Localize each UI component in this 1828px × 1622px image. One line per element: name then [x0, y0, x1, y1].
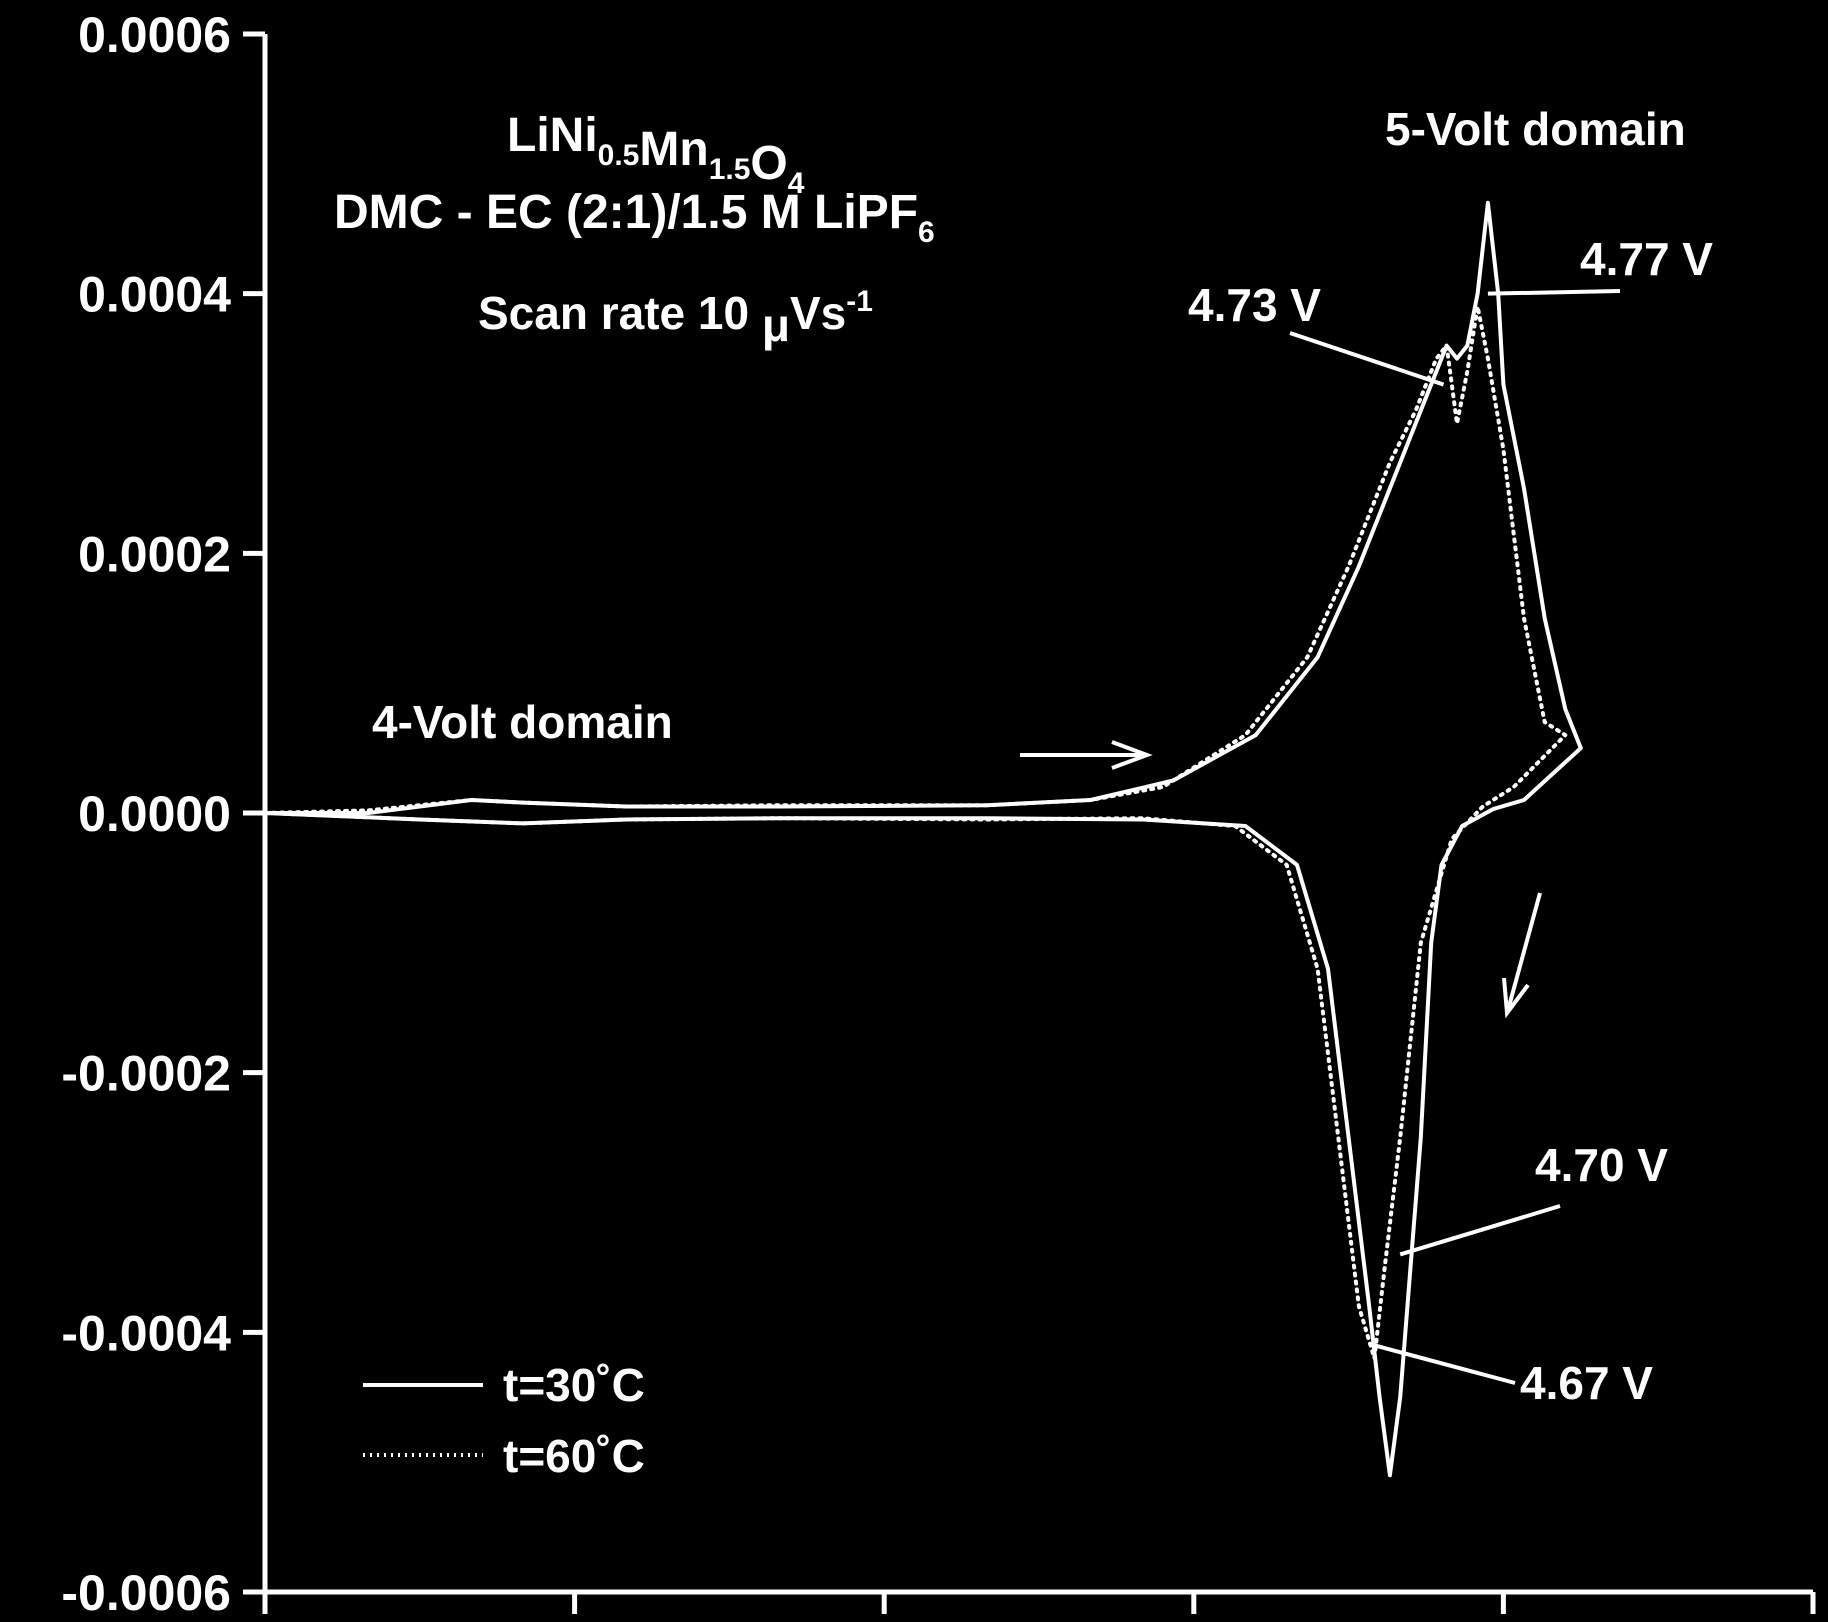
y-tick-label: 0.0000	[78, 786, 231, 842]
peak-label-4-77: 4.77 V	[1580, 233, 1713, 285]
peak-label-4-67: 4.67 V	[1520, 1357, 1653, 1409]
four-volt-domain-label: 4-Volt domain	[372, 696, 673, 748]
reverse-scan-arrow	[1502, 892, 1542, 1019]
legend: t=30˚C t=60˚C	[363, 1359, 645, 1482]
chart-title-line-1: LiNi0.5Mn1.5O4	[507, 109, 805, 200]
leader-477	[1487, 289, 1621, 296]
legend-label-30c: t=30˚C	[503, 1359, 645, 1411]
chart-title-line-2: DMC - EC (2:1)/1.5 M LiPF6	[334, 186, 935, 249]
y-tick-label: 0.0002	[78, 526, 231, 582]
y-tick-label: 0.0006	[78, 7, 231, 63]
scan-rate-label: Scan rate 10 μVs-1	[478, 285, 873, 351]
legend-label-60c: t=60˚C	[503, 1430, 645, 1482]
forward-scan-arrow	[1020, 740, 1153, 770]
y-axis-ticks: -0.0006 -0.0004 -0.0002 0.0000 0.0002 0.0004 0…	[61, 7, 265, 1621]
five-volt-domain-label: 5-Volt domain	[1385, 103, 1686, 155]
series-line-60c	[263, 304, 1568, 1361]
annotation-leaders	[1289, 289, 1621, 1385]
leader-470	[1399, 1204, 1561, 1257]
peak-label-4-73: 4.73 V	[1188, 279, 1321, 331]
y-tick-label: -0.0006	[61, 1565, 231, 1621]
y-tick-label: -0.0004	[61, 1305, 231, 1361]
peak-label-4-70: 4.70 V	[1535, 1139, 1668, 1191]
x-axis-ticks	[262, 1592, 1816, 1614]
leader-467	[1373, 1343, 1516, 1385]
y-tick-label: 0.0004	[78, 267, 231, 323]
leader-473	[1289, 331, 1445, 387]
y-tick-label: -0.0002	[61, 1046, 231, 1102]
series-layer	[263, 200, 1583, 1478]
